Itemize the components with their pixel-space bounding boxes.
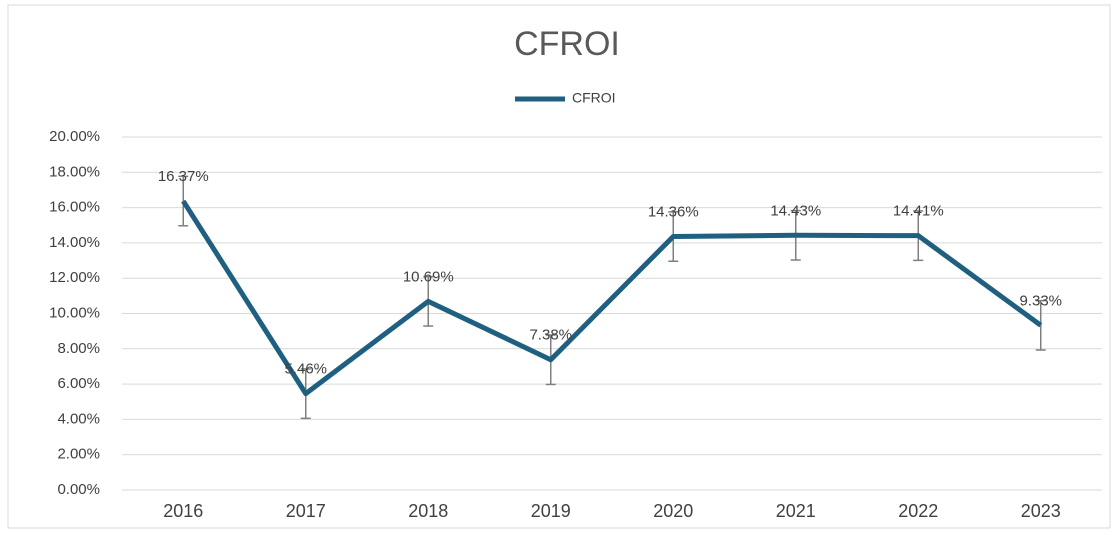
data-label: 9.33%: [1019, 292, 1062, 309]
chart-border: [7, 4, 1111, 529]
error-bar: [178, 175, 189, 227]
y-tick-label: 8.00%: [57, 340, 100, 357]
data-label: 14.41%: [893, 203, 944, 220]
data-label: 14.43%: [770, 202, 821, 219]
x-tick-label: 2017: [286, 501, 326, 521]
y-tick-label: 2.00%: [57, 446, 100, 463]
x-tick-label: 2019: [531, 501, 571, 521]
y-tick-label: 18.00%: [49, 163, 100, 180]
legend-label: CFROI: [572, 90, 616, 106]
data-label: 10.69%: [403, 268, 454, 285]
data-line: [181, 199, 1043, 397]
data-label: 7.38%: [529, 327, 572, 344]
y-tick-label: 20.00%: [49, 128, 100, 145]
y-tick-label: 0.00%: [57, 481, 100, 498]
x-tick-label: 2023: [1021, 501, 1061, 521]
y-tick-label: 4.00%: [57, 410, 100, 427]
x-tick-label: 2020: [653, 501, 693, 521]
x-tick-label: 2016: [163, 501, 203, 521]
x-tick-label: 2018: [408, 501, 448, 521]
x-tick-label: 2021: [776, 501, 816, 521]
y-tick-label: 6.00%: [57, 375, 100, 392]
data-label: 5.46%: [284, 361, 327, 378]
data-label: 16.37%: [158, 168, 209, 185]
y-tick-label: 16.00%: [49, 199, 100, 216]
y-tick-label: 14.00%: [49, 234, 100, 251]
x-tick-label: 2022: [898, 501, 938, 521]
y-tick-label: 10.00%: [49, 304, 100, 321]
chart-title: CFROI: [514, 25, 620, 63]
data-label: 14.36%: [648, 204, 699, 221]
y-tick-label: 12.00%: [49, 269, 100, 286]
